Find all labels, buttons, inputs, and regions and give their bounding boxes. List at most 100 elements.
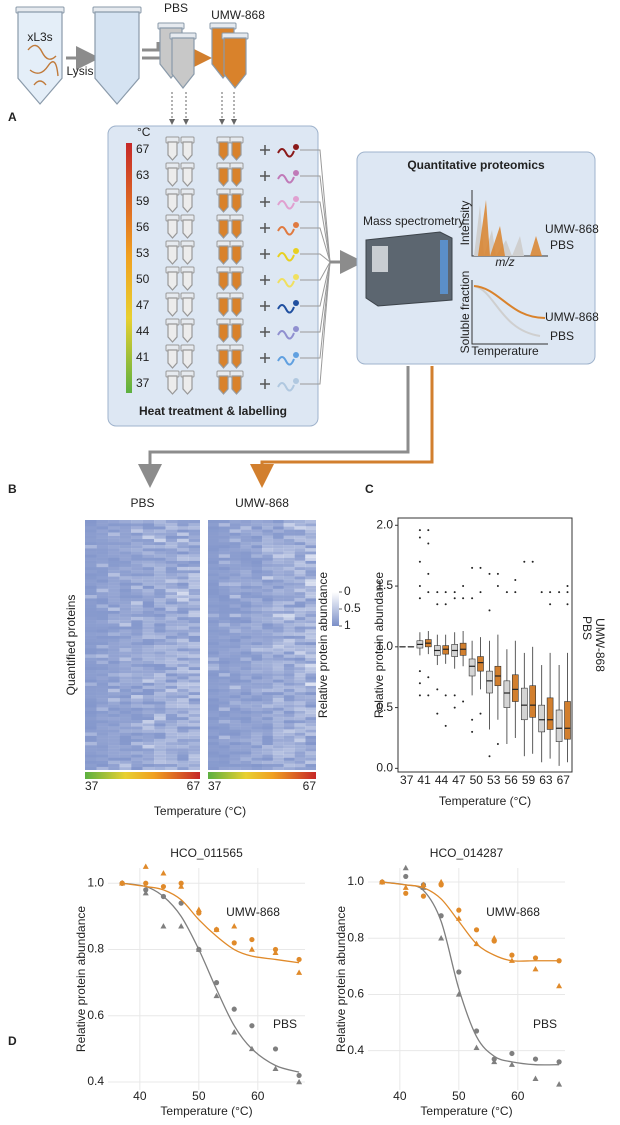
heatmap-cell: [208, 579, 220, 583]
heatmap-cell: [165, 588, 178, 593]
heatmap-cell: [283, 638, 295, 643]
heatmap-cell: [85, 542, 97, 545]
heatmap-cell: [188, 591, 201, 596]
heatmap-cell: [294, 732, 306, 736]
heatmap-cell: [131, 576, 143, 580]
tag-icon: [277, 174, 295, 184]
heatmap-cell: [119, 541, 132, 546]
point: [178, 923, 185, 929]
heatmap-cell: [108, 713, 120, 718]
heatmap-cell: [177, 623, 189, 627]
heatmap-cell: [283, 641, 295, 646]
heatmap-cell: [218, 532, 230, 536]
heatmap-cell: [294, 635, 306, 640]
heatmap-cell: [262, 626, 274, 630]
heatmap-cell: [119, 535, 132, 540]
connector: [300, 261, 331, 385]
y-tick-label: 0.8: [347, 930, 364, 944]
heatmap-cell: [119, 548, 132, 552]
heatmap-cell: [96, 660, 109, 665]
heatmap-cell: [177, 741, 189, 746]
heatmap-cell: [294, 582, 306, 586]
heatmap-cell: [208, 736, 219, 739]
tube: [167, 375, 178, 395]
heatmap-cell: [219, 598, 230, 601]
heatmap-cell: [119, 698, 132, 702]
heatmap-cell: [305, 551, 317, 555]
heatmap-cell: [294, 726, 306, 730]
heatmap-cell: [294, 654, 306, 658]
heatmap-cell: [219, 604, 230, 607]
heatmap-cell: [85, 526, 97, 530]
heatmap-cell: [294, 688, 306, 693]
heatmap-cell: [272, 663, 284, 668]
heatmap-cell: [219, 576, 230, 579]
heatmap-cell: [177, 688, 189, 693]
heatmap-cell: [251, 698, 262, 701]
box: [564, 701, 571, 740]
heatmap-cell: [240, 679, 251, 682]
heatmap-cell: [251, 616, 263, 621]
heatmap-cell: [229, 570, 241, 574]
heatmap-cell: [240, 698, 252, 702]
heatmap-cell: [165, 582, 178, 586]
heatmap-cell: [131, 738, 143, 743]
heatmap-cell: [97, 601, 109, 604]
heatmap-cell: [208, 732, 220, 736]
heatmap-cell: [273, 679, 284, 682]
heatmap-cell: [165, 660, 178, 665]
heatmap-cell: [218, 629, 230, 633]
heatmap-cell: [188, 529, 201, 533]
tube: [218, 141, 229, 161]
heatmap-cell: [229, 710, 241, 715]
heatmap-cell: [305, 745, 317, 749]
heatmap-cell: [294, 766, 306, 771]
heatmap-cell: [251, 607, 263, 611]
heatmap-cell: [177, 691, 189, 696]
heatmap-cell: [154, 614, 166, 617]
heatmap-cell: [108, 613, 120, 618]
heatmap-cell: [229, 585, 241, 590]
tube: [182, 297, 193, 317]
tube: [231, 193, 242, 213]
heatmap-cell: [189, 698, 201, 701]
temperature-label: 63: [136, 168, 150, 182]
heatmap-cell: [262, 704, 274, 708]
heatmap-cell: [305, 726, 317, 730]
tag-dot: [293, 274, 299, 280]
heatmap-cell: [131, 607, 143, 611]
heatmap-cell: [262, 648, 274, 652]
heatmap-cell: [142, 632, 155, 636]
heatmap-cell: [131, 560, 143, 565]
heatmap-cell: [96, 729, 109, 733]
temperature-label: 67: [136, 142, 150, 156]
tag-dot: [293, 144, 299, 150]
heatmap-cell: [208, 713, 220, 718]
heatmap-cell: [229, 548, 241, 552]
heatmap-cell: [142, 520, 155, 524]
heatmap-cell: [294, 566, 306, 571]
heatmap-cell: [131, 620, 143, 623]
heatmap-cell: [154, 595, 166, 599]
heatmap-cell: [119, 560, 132, 565]
heatmap-cell: [85, 763, 97, 768]
temperature-unit: °C: [137, 125, 151, 139]
heatmap-cell: [97, 570, 109, 573]
heatmap-cell: [177, 754, 189, 758]
box: [442, 645, 450, 655]
heatmap-cell: [272, 760, 284, 765]
heatmap-cell: [131, 710, 143, 715]
heatmap-cell: [143, 717, 155, 720]
heatmap-cell: [177, 670, 189, 674]
heatmap-cell: [240, 576, 252, 580]
heatmap-cell: [218, 738, 230, 743]
heatmap-cell: [262, 688, 274, 693]
heatmap-cell: [131, 676, 143, 680]
heatmap-cell: [188, 713, 201, 718]
heatmap-cell: [188, 685, 201, 690]
heatmap-cell: [85, 638, 97, 643]
heatmap-cell: [108, 670, 120, 674]
heatmap-cell: [142, 698, 155, 702]
outlier: [496, 585, 499, 588]
heatmap-cell: [305, 585, 317, 590]
